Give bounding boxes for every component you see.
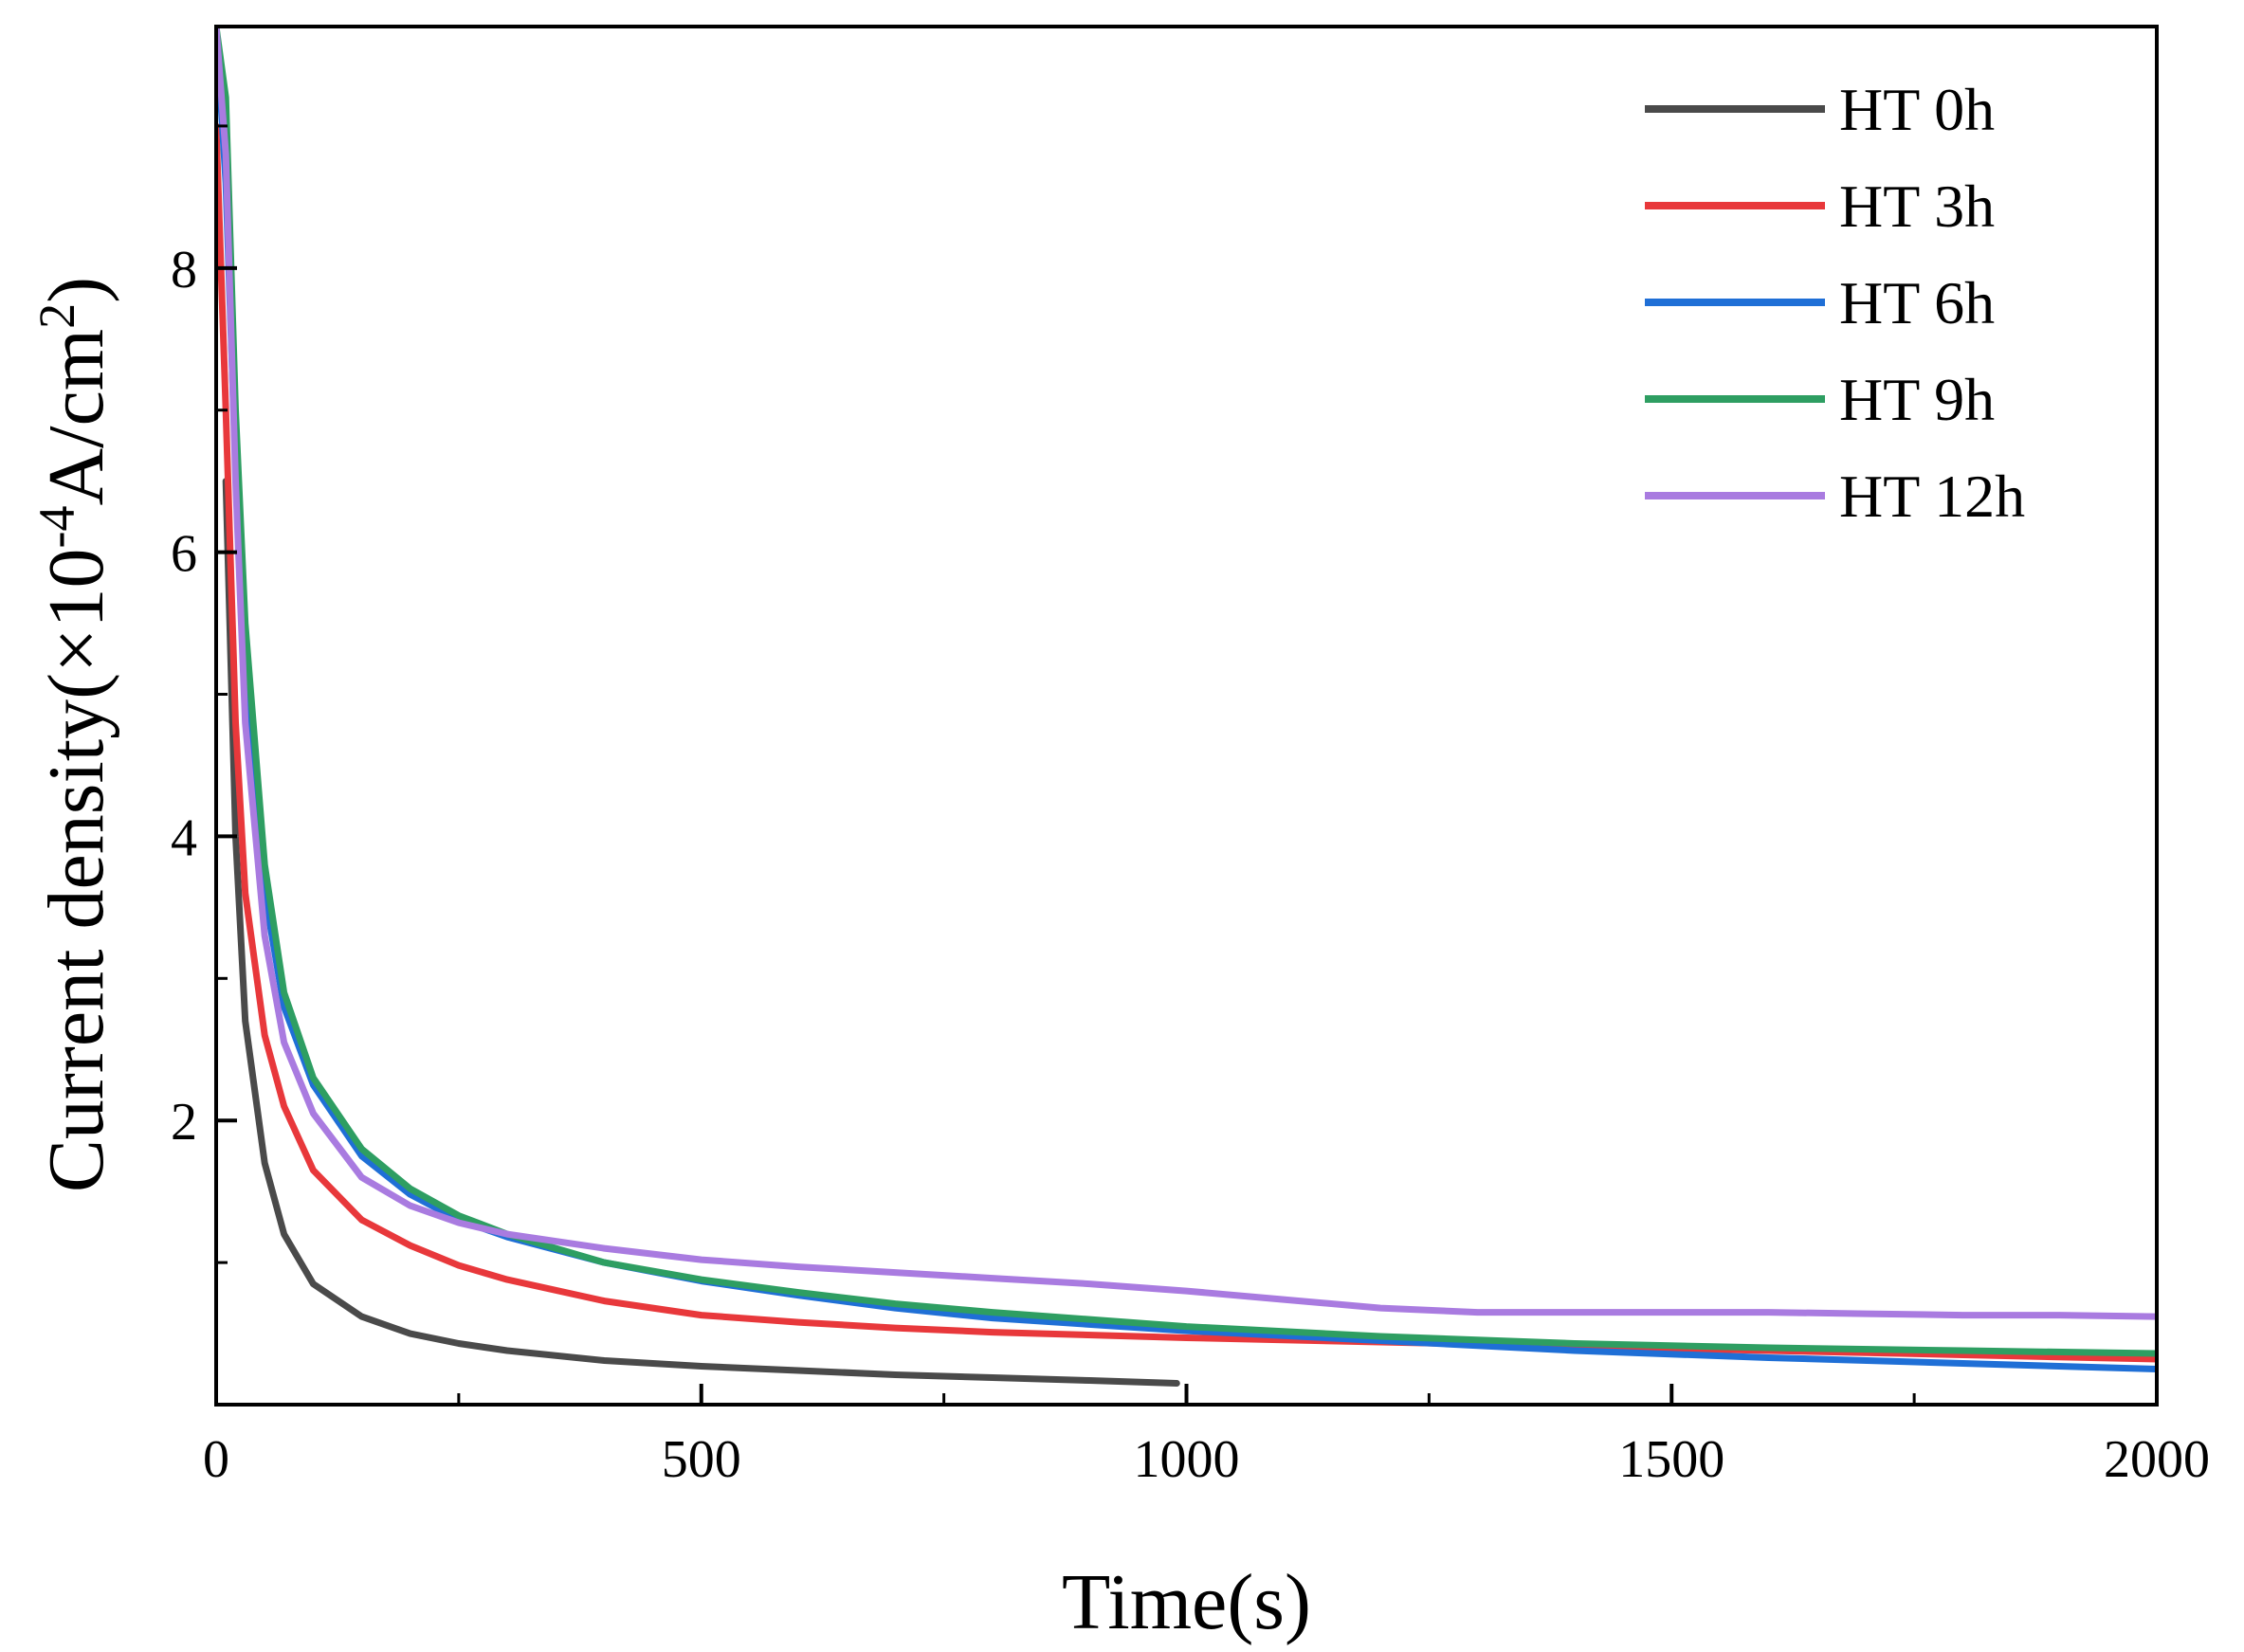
legend-label-ht-0h: HT 0h	[1839, 76, 1995, 143]
y-tick-label: 2	[171, 1093, 197, 1152]
legend-label-ht-9h: HT 9h	[1839, 366, 1995, 433]
y-axis-title: Current density(×10-4A/cm2)	[28, 277, 120, 1192]
legend-label-ht-12h: HT 12h	[1839, 463, 2025, 530]
x-tick-label: 0	[203, 1430, 229, 1489]
y-axis-title-close: )	[32, 277, 120, 303]
legend-label-ht-3h: HT 3h	[1839, 172, 1995, 240]
x-tick-label: 500	[662, 1430, 741, 1489]
series-line-ht-0h	[222, 478, 1180, 1387]
legend-label-ht-6h: HT 6h	[1839, 269, 1995, 336]
series-layer	[216, 27, 2157, 1387]
y-tick-label: 4	[171, 808, 197, 867]
series-line-ht-9h	[216, 27, 2157, 1357]
y-axis-title-main: Current density(×10	[32, 549, 120, 1193]
x-tick-label: 1500	[1618, 1430, 1724, 1489]
y-axis-title-exp: -4	[28, 506, 85, 549]
y-tick-label: 6	[171, 525, 197, 584]
x-tick-label: 2000	[2104, 1430, 2210, 1489]
ticks-layer: 0 500 1000 1500 2000 2 4 6 8	[171, 124, 2210, 1489]
y-tick-label: 8	[171, 241, 197, 300]
legend: HT 0h HT 3h HT 6h HT 9h HT 12h	[1645, 76, 2025, 530]
series-line-ht-12h	[216, 27, 2157, 1320]
y-axis-title-unit-exp: 2	[28, 303, 85, 329]
x-axis-title: Time(s)	[1062, 1558, 1311, 1646]
y-axis-title-unit: A/cm	[32, 329, 120, 506]
x-tick-label: 1000	[1134, 1430, 1240, 1489]
